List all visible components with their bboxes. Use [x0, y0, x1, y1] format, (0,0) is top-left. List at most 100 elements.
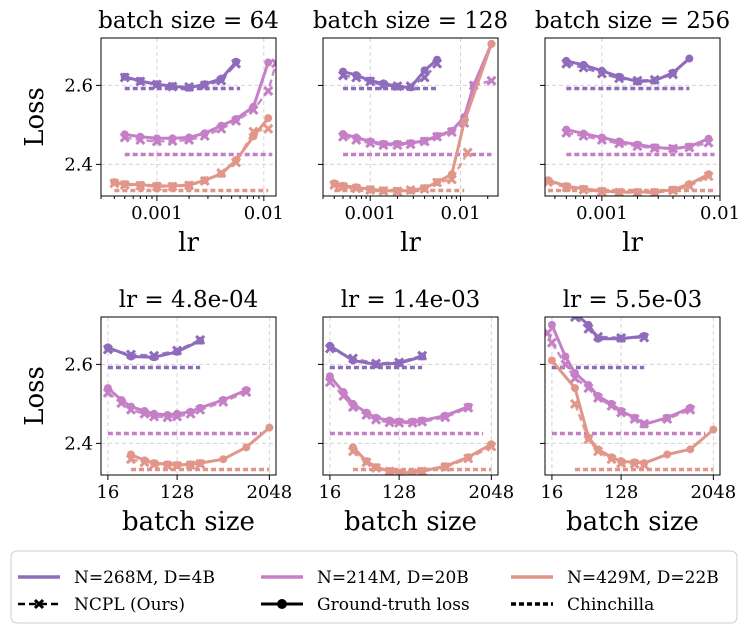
ground-truth-marker	[110, 178, 119, 187]
x-tick-label: 128	[160, 482, 194, 503]
ground-truth-marker	[242, 443, 251, 452]
ground-truth-marker	[686, 445, 695, 454]
ground-truth-marker	[487, 39, 496, 48]
ground-truth-marker	[433, 131, 442, 140]
ground-truth-marker	[704, 134, 713, 143]
panel-title: batch size = 256	[535, 8, 730, 34]
ground-truth-marker	[650, 76, 659, 85]
ground-truth-marker	[150, 459, 159, 468]
ground-truth-marker	[362, 408, 371, 417]
plot-area	[329, 39, 497, 196]
plot-area	[109, 57, 276, 193]
x-tick-label: 16	[318, 482, 341, 503]
ground-truth-marker	[372, 360, 381, 369]
ground-truth-marker	[668, 185, 677, 194]
ground-truth-marker	[242, 386, 251, 395]
ground-truth-marker	[420, 184, 429, 193]
legend-label: N=268M, D=4B	[74, 568, 215, 588]
ground-truth-line	[124, 62, 270, 140]
ground-truth-marker	[685, 180, 694, 189]
legend-frame	[10, 550, 738, 624]
ground-truth-marker	[597, 66, 606, 75]
x-tick-label: 0.001	[131, 203, 183, 224]
y-tick-label: 2.4	[64, 154, 93, 175]
ground-truth-marker	[366, 185, 375, 194]
ground-truth-marker	[379, 139, 388, 148]
legend-swatch-marker	[277, 599, 287, 609]
x-tick-label: 128	[604, 482, 638, 503]
ground-truth-marker	[633, 140, 642, 149]
plot-area	[324, 341, 497, 475]
legend-swatch	[18, 598, 60, 610]
ground-truth-marker	[385, 467, 394, 475]
ground-truth-marker	[136, 180, 145, 189]
ground-truth-line	[342, 43, 493, 146]
ground-truth-marker	[615, 72, 624, 81]
panel-5: 16 128 2048 lr = 1.4e-03 batch size	[318, 287, 514, 537]
ground-truth-marker	[103, 343, 112, 352]
panel-title: lr = 4.8e-04	[119, 287, 258, 313]
ground-truth-marker	[487, 440, 496, 449]
panel-frame	[322, 316, 499, 476]
ncpl-marker	[263, 85, 274, 96]
ground-truth-marker	[348, 399, 357, 408]
ncpl-marker	[270, 58, 276, 69]
ncpl-marker	[263, 123, 274, 134]
legend-label: N=429M, D=22B	[567, 568, 719, 588]
panel-frame	[100, 37, 277, 197]
ground-truth-marker	[686, 403, 695, 412]
ground-truth-marker	[217, 169, 226, 178]
ground-truth-marker	[186, 407, 195, 416]
legend-swatch-marker	[33, 598, 45, 610]
ground-truth-marker	[579, 184, 588, 193]
ground-truth-marker	[615, 188, 624, 196]
ground-truth-marker	[579, 129, 588, 138]
ground-truth-marker	[668, 68, 677, 77]
ground-truth-marker	[704, 170, 713, 179]
ground-truth-marker	[372, 463, 381, 472]
ground-truth-marker	[219, 455, 228, 464]
ground-truth-marker	[640, 331, 649, 340]
panel-title: batch size = 64	[98, 8, 279, 34]
ground-truth-marker	[579, 60, 588, 69]
ground-truth-marker	[140, 456, 149, 465]
panel-6: 16 128 2048 lr = 5.5e-03 batch size	[540, 287, 736, 537]
legend-swatch	[261, 599, 303, 609]
ground-truth-marker	[393, 186, 402, 195]
ground-truth-marker	[339, 181, 348, 190]
ground-truth-marker	[393, 139, 402, 148]
ground-truth-marker	[597, 133, 606, 142]
ground-truth-marker	[163, 460, 172, 469]
ground-truth-marker	[126, 450, 135, 459]
ground-truth-marker	[120, 130, 129, 139]
ground-truth-marker	[120, 72, 129, 81]
ground-truth-marker	[562, 125, 571, 134]
ground-truth-marker	[420, 66, 429, 75]
ground-truth-marker	[615, 137, 624, 146]
ground-truth-marker	[395, 468, 404, 475]
ground-truth-marker	[441, 411, 450, 420]
x-axis-label: lr	[178, 228, 199, 258]
ground-truth-marker	[617, 334, 626, 343]
ground-truth-marker	[594, 445, 603, 454]
ground-truth-marker	[352, 133, 361, 142]
panel-1: 0.001 0.01 2.4 2.6 batch size = 64 lr Loss	[20, 8, 284, 258]
ground-truth-marker	[433, 178, 442, 187]
legend-label: N=214M, D=20B	[317, 568, 469, 588]
ground-truth-line	[130, 426, 271, 467]
ground-truth-marker	[152, 80, 161, 89]
panel-title: batch size = 128	[313, 8, 508, 34]
y-axis-label: Loss	[20, 87, 50, 147]
x-tick-label: 2048	[246, 482, 292, 503]
ground-truth-marker	[173, 409, 182, 418]
x-axis-label: lr	[622, 228, 643, 258]
ground-truth-marker	[395, 359, 404, 368]
panel-frame	[322, 37, 499, 197]
x-axis-label: batch size	[122, 507, 255, 537]
ground-truth-marker	[709, 425, 718, 434]
ground-truth-marker	[200, 176, 209, 185]
ground-truth-marker	[379, 79, 388, 88]
ground-truth-marker	[168, 182, 177, 191]
ground-truth-marker	[348, 356, 357, 365]
